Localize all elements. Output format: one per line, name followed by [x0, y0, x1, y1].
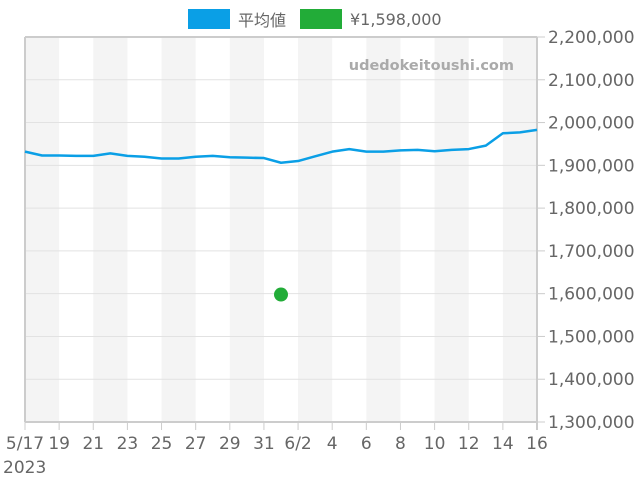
axes	[24, 36, 538, 430]
y-tick-label: 1,800,000	[548, 199, 635, 219]
x-tick-label: 5/17	[6, 434, 44, 454]
y-tick-label: 1,500,000	[548, 327, 635, 347]
stripe	[25, 37, 60, 422]
x-tick-label: 10	[424, 434, 446, 454]
stripe	[229, 37, 264, 422]
stripe	[434, 37, 469, 422]
legend-swatch-price	[300, 9, 342, 29]
x-tick-label: 14	[492, 434, 514, 454]
y-tick-label: 1,600,000	[548, 285, 635, 305]
legend-item-average[interactable]: 平均値	[188, 8, 286, 30]
chart-legend: 平均値 ¥1,598,000	[0, 8, 640, 30]
x-tick-label: 12	[458, 434, 480, 454]
x-tick-label: 19	[48, 434, 70, 454]
x-axis-labels: 5/17 19 21 23 25 27 29 31 6/2 4 6 8 10 12 14 16 2023	[3, 422, 548, 478]
stripe	[502, 37, 537, 422]
stripe	[366, 37, 401, 422]
x-tick-label: 25	[151, 434, 173, 454]
y-tick-label: 1,300,000	[548, 413, 635, 433]
x-tick-label: 16	[526, 434, 548, 454]
stripe	[298, 37, 333, 422]
y-tick-label: 2,200,000	[548, 28, 635, 48]
legend-label-price: ¥1,598,000	[350, 9, 442, 29]
average-price-line	[24, 128, 538, 165]
price-points	[274, 287, 288, 302]
legend-item-price[interactable]: ¥1,598,000	[300, 8, 442, 30]
x-tick-label: 21	[82, 434, 104, 454]
y-tick-label: 2,000,000	[548, 114, 635, 134]
watermark: udedokeitoushi.com	[349, 58, 514, 74]
x-year-label: 2023	[3, 458, 46, 478]
y-tick-label: 2,100,000	[548, 71, 635, 91]
x-tick-label: 4	[327, 434, 338, 454]
price-point[interactable]	[274, 287, 288, 302]
x-tick-label: 6/2	[284, 434, 311, 454]
background-stripes	[25, 37, 537, 422]
y-tick-label: 1,400,000	[548, 370, 635, 390]
x-tick-label: 31	[253, 434, 275, 454]
stripe	[161, 37, 196, 422]
legend-swatch-average	[188, 9, 230, 29]
y-tick-label: 1,700,000	[548, 242, 635, 262]
x-tick-label: 29	[219, 434, 241, 454]
x-tick-label: 27	[185, 434, 207, 454]
legend-label-average: 平均値	[238, 11, 287, 30]
stripe	[93, 37, 128, 422]
y-axis-labels: 1,300,000 1,400,000 1,500,000 1,600,000 1,70…	[537, 28, 635, 433]
x-tick-label: 6	[361, 434, 372, 454]
x-tick-label: 23	[117, 434, 139, 454]
x-tick-label: 8	[395, 434, 406, 454]
y-tick-label: 1,900,000	[548, 156, 635, 176]
